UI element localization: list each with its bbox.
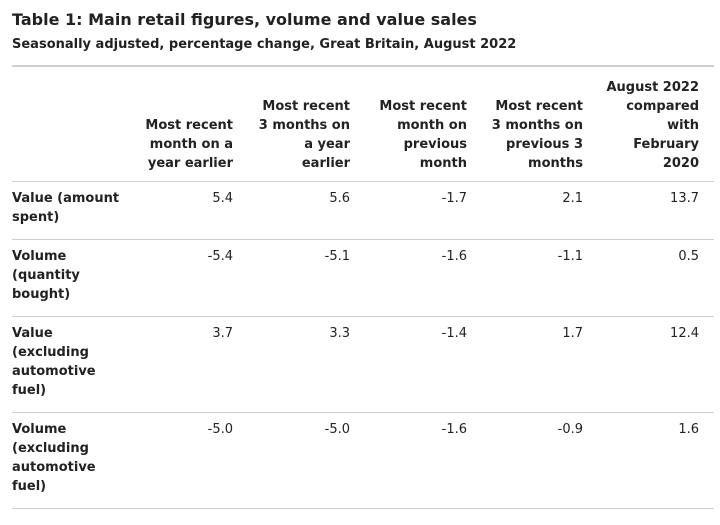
retail-figures-table: Most recent month on a year earlier Most… bbox=[12, 65, 714, 509]
table-cell: 2.1 bbox=[562, 191, 583, 206]
table-cell: -5.4 bbox=[207, 249, 233, 264]
table-cell: 12.4 bbox=[670, 326, 699, 341]
table-header-row: Most recent month on a year earlier Most… bbox=[12, 66, 714, 182]
table-cell: 13.7 bbox=[670, 191, 699, 206]
table-cell: 3.7 bbox=[212, 326, 233, 341]
table-cell: 0.5 bbox=[678, 249, 699, 264]
table-title: Table 1: Main retail figures, volume and… bbox=[12, 10, 477, 29]
table-row-volume-quantity-bought: Volume (quantity bought) -5.4 -5.1 -1.6 … bbox=[12, 240, 714, 317]
column-header-aug2022-feb2020: August 2022 compared with February 2020 bbox=[606, 80, 699, 171]
table-cell: 3.3 bbox=[329, 326, 350, 341]
table-cell: -1.1 bbox=[557, 249, 583, 264]
table-row-volume-excluding-fuel: Volume (excluding automotive fuel) -5.0 … bbox=[12, 413, 714, 509]
row-label: Volume (excluding automotive fuel) bbox=[12, 422, 96, 494]
table-cell: -1.4 bbox=[441, 326, 467, 341]
table-container: Table 1: Main retail figures, volume and… bbox=[12, 10, 714, 509]
table-cell: -1.6 bbox=[441, 422, 467, 437]
column-header-3months-previous: Most recent 3 months on previous 3 month… bbox=[491, 99, 583, 171]
column-header-month-year: Most recent month on a year earlier bbox=[145, 118, 233, 171]
row-label: Value (amount spent) bbox=[12, 191, 120, 225]
table-cell: -1.7 bbox=[441, 191, 467, 206]
column-header-3months-year: Most recent 3 months on a year earlier bbox=[258, 99, 350, 171]
table-row-value-amount-spent: Value (amount spent) 5.4 5.6 -1.7 2.1 13… bbox=[12, 182, 714, 240]
table-cell: -5.0 bbox=[324, 422, 350, 437]
table-cell: -5.1 bbox=[324, 249, 350, 264]
table-subtitle: Seasonally adjusted, percentage change, … bbox=[12, 37, 517, 52]
table-cell: 1.7 bbox=[562, 326, 583, 341]
table-cell: -1.6 bbox=[441, 249, 467, 264]
table-cell: 5.6 bbox=[329, 191, 350, 206]
row-label: Volume (quantity bought) bbox=[12, 249, 80, 302]
column-header-month-previous: Most recent month on previous month bbox=[379, 99, 467, 171]
table-cell: -5.0 bbox=[207, 422, 233, 437]
table-cell: -0.9 bbox=[557, 422, 583, 437]
table-cell: 1.6 bbox=[678, 422, 699, 437]
table-row-value-excluding-fuel: Value (excluding automotive fuel) 3.7 3.… bbox=[12, 317, 714, 413]
row-label: Value (excluding automotive fuel) bbox=[12, 326, 96, 398]
column-header-empty bbox=[12, 66, 130, 182]
table-cell: 5.4 bbox=[212, 191, 233, 206]
